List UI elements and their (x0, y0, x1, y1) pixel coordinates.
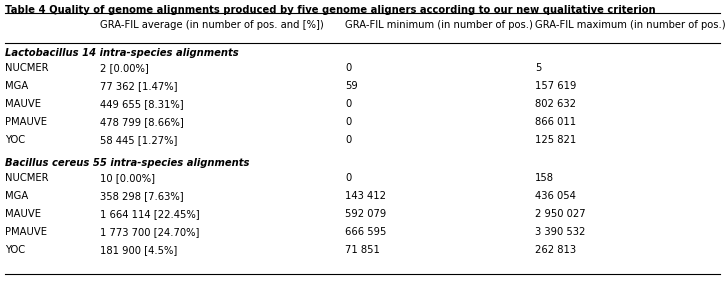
Text: 866 011: 866 011 (535, 117, 576, 127)
Text: MGA: MGA (5, 81, 28, 91)
Text: 802 632: 802 632 (535, 99, 576, 109)
Text: GRA-FIL maximum (in number of pos.): GRA-FIL maximum (in number of pos.) (535, 20, 725, 30)
Text: 449 655 [8.31%]: 449 655 [8.31%] (100, 99, 183, 109)
Text: 77 362 [1.47%]: 77 362 [1.47%] (100, 81, 178, 91)
Text: GRA-FIL average (in number of pos. and [%]): GRA-FIL average (in number of pos. and [… (100, 20, 324, 30)
Text: PMAUVE: PMAUVE (5, 227, 47, 237)
Text: 2 [0.00%]: 2 [0.00%] (100, 63, 149, 73)
Text: Bacillus cereus 55 intra-species alignments: Bacillus cereus 55 intra-species alignme… (5, 158, 249, 168)
Text: 0: 0 (345, 117, 351, 127)
Text: 3 390 532: 3 390 532 (535, 227, 585, 237)
Text: GRA-FIL minimum (in number of pos.): GRA-FIL minimum (in number of pos.) (345, 20, 533, 30)
Text: 666 595: 666 595 (345, 227, 386, 237)
Text: 1 773 700 [24.70%]: 1 773 700 [24.70%] (100, 227, 199, 237)
Text: NUCMER: NUCMER (5, 63, 49, 73)
Text: 592 079: 592 079 (345, 209, 386, 219)
Text: 143 412: 143 412 (345, 191, 386, 201)
Text: YOC: YOC (5, 245, 25, 255)
Text: 478 799 [8.66%]: 478 799 [8.66%] (100, 117, 183, 127)
Text: 0: 0 (345, 99, 351, 109)
Text: PMAUVE: PMAUVE (5, 117, 47, 127)
Text: 125 821: 125 821 (535, 135, 576, 145)
Text: 10 [0.00%]: 10 [0.00%] (100, 173, 155, 183)
Text: 181 900 [4.5%]: 181 900 [4.5%] (100, 245, 177, 255)
Text: Table 4 Quality of genome alignments produced by five genome aligners according : Table 4 Quality of genome alignments pro… (5, 5, 655, 15)
Text: 58 445 [1.27%]: 58 445 [1.27%] (100, 135, 178, 145)
Text: NUCMER: NUCMER (5, 173, 49, 183)
Text: 59: 59 (345, 81, 357, 91)
Text: 1 664 114 [22.45%]: 1 664 114 [22.45%] (100, 209, 199, 219)
Text: 2 950 027: 2 950 027 (535, 209, 586, 219)
Text: 71 851: 71 851 (345, 245, 380, 255)
Text: 262 813: 262 813 (535, 245, 576, 255)
Text: 0: 0 (345, 63, 351, 73)
Text: Lactobacillus 14 intra-species alignments: Lactobacillus 14 intra-species alignment… (5, 48, 239, 58)
Text: 436 054: 436 054 (535, 191, 576, 201)
Text: MGA: MGA (5, 191, 28, 201)
Text: MAUVE: MAUVE (5, 99, 41, 109)
Text: 5: 5 (535, 63, 542, 73)
Text: 0: 0 (345, 135, 351, 145)
Text: 0: 0 (345, 173, 351, 183)
Text: 157 619: 157 619 (535, 81, 576, 91)
Text: 158: 158 (535, 173, 554, 183)
Text: MAUVE: MAUVE (5, 209, 41, 219)
Text: YOC: YOC (5, 135, 25, 145)
Text: 358 298 [7.63%]: 358 298 [7.63%] (100, 191, 183, 201)
